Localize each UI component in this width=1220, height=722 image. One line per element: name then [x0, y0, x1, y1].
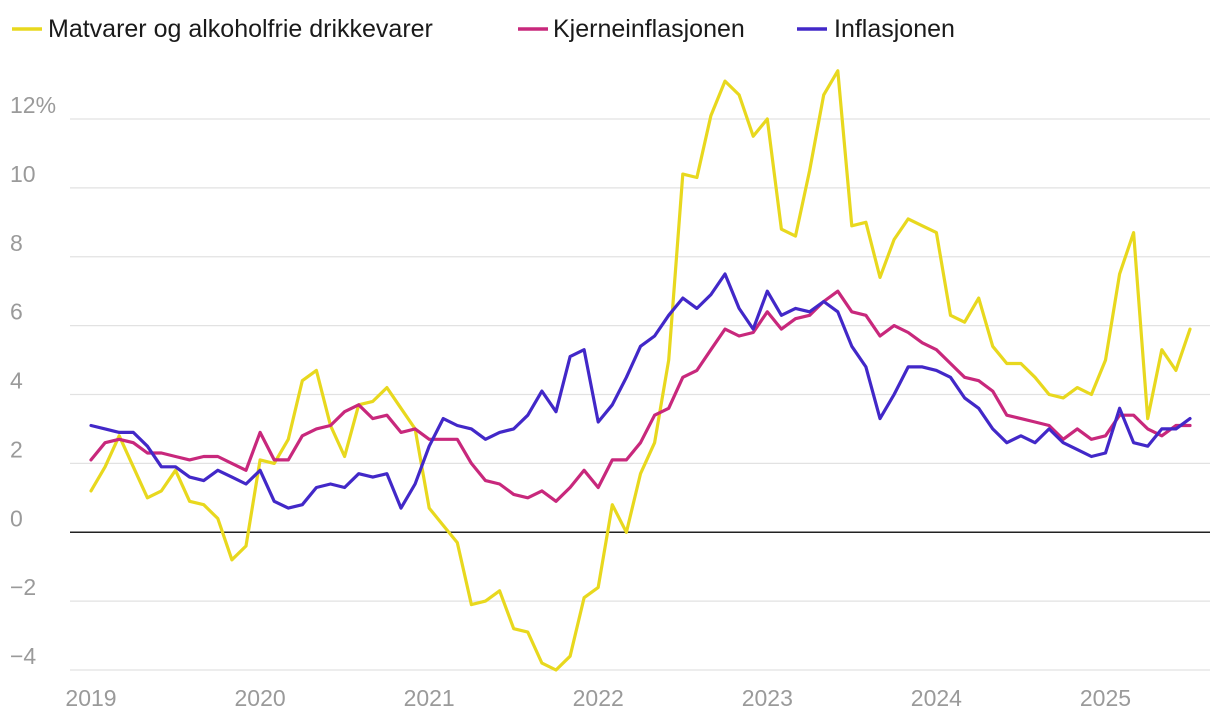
series-lines: [89, 69, 1192, 672]
x-tick-label: 2025: [1080, 685, 1131, 711]
legend-label-inflation: Inflasjonen: [834, 15, 955, 43]
series-line-food: [89, 69, 1192, 672]
x-tick-label: 2024: [911, 685, 962, 711]
y-tick-label: 10: [10, 161, 36, 187]
x-tick-label: 2022: [573, 685, 624, 711]
legend-item-food: Matvarer og alkoholfrie drikkevarer: [12, 15, 433, 43]
x-tick-label: 2021: [404, 685, 455, 711]
legend: Matvarer og alkoholfrie drikkevarer Kjer…: [12, 15, 955, 43]
y-axis-labels: −4 −2 0 2 4 6 8 10 12%: [10, 92, 56, 669]
legend-item-core-inflation: Kjerneinflasjonen: [518, 15, 745, 43]
series-line-inflation: [89, 272, 1192, 510]
x-axis-labels: 2019 2020 2021 2022 2023 2024 2025: [65, 685, 1131, 711]
y-tick-label: −2: [10, 574, 36, 600]
y-tick-label: 6: [10, 299, 23, 325]
x-tick-label: 2023: [742, 685, 793, 711]
y-tick-label: 8: [10, 230, 23, 256]
y-tick-label: 0: [10, 505, 23, 531]
y-tick-label: 2: [10, 436, 23, 462]
y-tick-label: 4: [10, 368, 23, 394]
legend-item-inflation: Inflasjonen: [797, 15, 955, 43]
x-tick-label: 2020: [234, 685, 285, 711]
series-line-core-inflation: [89, 289, 1192, 503]
x-tick-label: 2019: [65, 685, 116, 711]
legend-label-food: Matvarer og alkoholfrie drikkevarer: [48, 15, 433, 43]
y-gridlines: [70, 118, 1210, 671]
y-tick-label: 12%: [10, 92, 56, 118]
y-tick-label: −4: [10, 643, 36, 669]
legend-label-core-inflation: Kjerneinflasjonen: [553, 15, 745, 43]
